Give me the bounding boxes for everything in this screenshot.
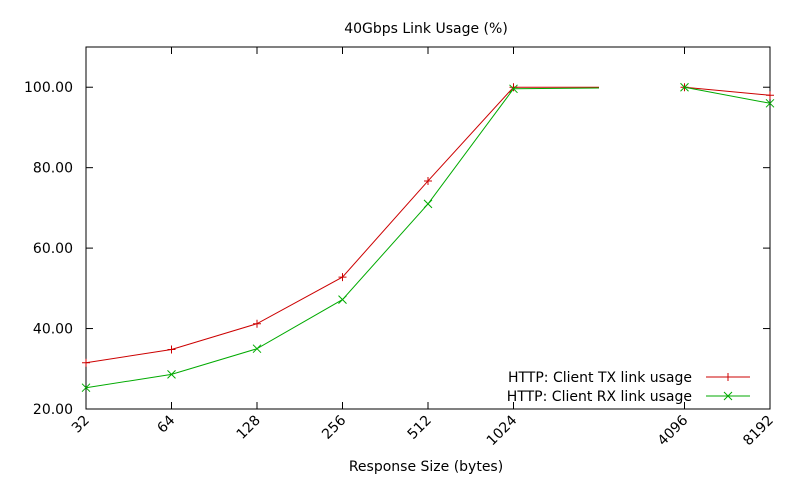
legend-label: HTTP: Client TX link usage [508, 370, 692, 386]
data-point-marker [81, 383, 91, 393]
x-tick-label: 256 [319, 412, 349, 442]
y-axis: 20.00 40.00 60.00 80.00 100.00 [24, 80, 770, 418]
data-point-marker [252, 344, 262, 354]
data-point-marker [253, 319, 261, 328]
x-tick-label: 1024 [484, 412, 521, 449]
y-tick-label: 80.00 [33, 161, 73, 177]
series-line [684, 86, 771, 96]
data-point-marker [167, 370, 176, 379]
data-point-marker [509, 83, 518, 92]
legend: HTTP: Client TX link usage HTTP: Client R… [507, 370, 750, 405]
x-tick-label: 512 [405, 413, 435, 443]
x-tick-label: 128 [234, 413, 264, 443]
data-point-marker [424, 176, 432, 185]
y-tick-label: 100.00 [24, 80, 73, 96]
plot-frame [85, 46, 771, 410]
legend-marker [723, 391, 733, 401]
x-axis-label: Response Size (bytes) [349, 459, 503, 475]
x-tick-label: 4096 [655, 412, 692, 449]
legend-marker [724, 373, 732, 381]
series-client-tx [82, 83, 774, 367]
series-line [85, 86, 599, 364]
y-tick-label: 60.00 [33, 241, 73, 257]
data-point-marker [765, 98, 775, 108]
chart-title: 40Gbps Link Usage (%) [344, 21, 508, 37]
series-line [684, 86, 771, 104]
y-tick-label: 20.00 [33, 402, 73, 418]
series-client-rx [81, 82, 775, 393]
series-layer [81, 82, 775, 393]
x-tick-label: 64 [154, 412, 178, 436]
data-point-marker [423, 199, 433, 209]
x-tick-label: 8192 [740, 413, 777, 450]
y-tick-label: 40.00 [33, 322, 73, 338]
data-point-marker [509, 84, 518, 94]
data-point-marker [766, 91, 774, 100]
series-line [85, 87, 600, 389]
data-point-marker [338, 295, 347, 304]
legend-label: HTTP: Client RX link usage [507, 389, 692, 405]
data-point-marker [338, 273, 347, 282]
data-point-marker [167, 345, 176, 354]
data-point-marker [82, 358, 90, 367]
data-point-marker [680, 82, 689, 92]
